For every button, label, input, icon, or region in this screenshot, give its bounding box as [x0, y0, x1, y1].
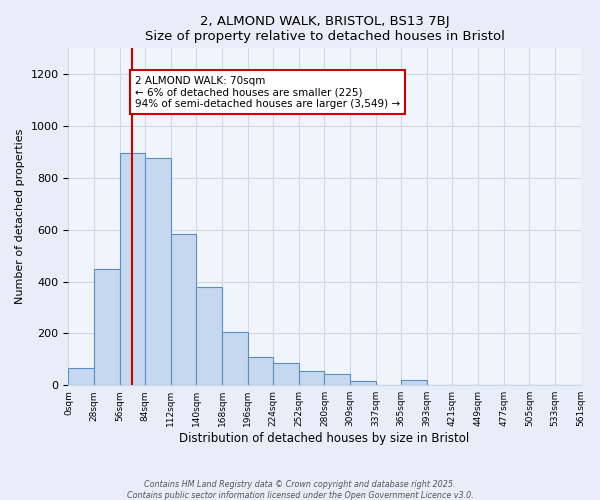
Bar: [325, 374, 350, 385]
Bar: [350, 382, 376, 385]
Y-axis label: Number of detached properties: Number of detached properties: [15, 129, 25, 304]
Bar: [401, 380, 427, 385]
Bar: [119, 154, 145, 385]
Bar: [94, 268, 119, 385]
Bar: [196, 286, 222, 385]
Bar: [171, 234, 196, 385]
Text: 2 ALMOND WALK: 70sqm
← 6% of detached houses are smaller (225)
94% of semi-detac: 2 ALMOND WALK: 70sqm ← 6% of detached ho…: [135, 76, 400, 108]
Bar: [68, 368, 94, 385]
Text: Contains HM Land Registry data © Crown copyright and database right 2025.
Contai: Contains HM Land Registry data © Crown c…: [127, 480, 473, 500]
Title: 2, ALMOND WALK, BRISTOL, BS13 7BJ
Size of property relative to detached houses i: 2, ALMOND WALK, BRISTOL, BS13 7BJ Size o…: [145, 15, 505, 43]
Bar: [299, 371, 325, 385]
Bar: [273, 363, 299, 385]
Bar: [145, 158, 171, 385]
Bar: [222, 332, 248, 385]
Bar: [248, 356, 273, 385]
X-axis label: Distribution of detached houses by size in Bristol: Distribution of detached houses by size …: [179, 432, 470, 445]
